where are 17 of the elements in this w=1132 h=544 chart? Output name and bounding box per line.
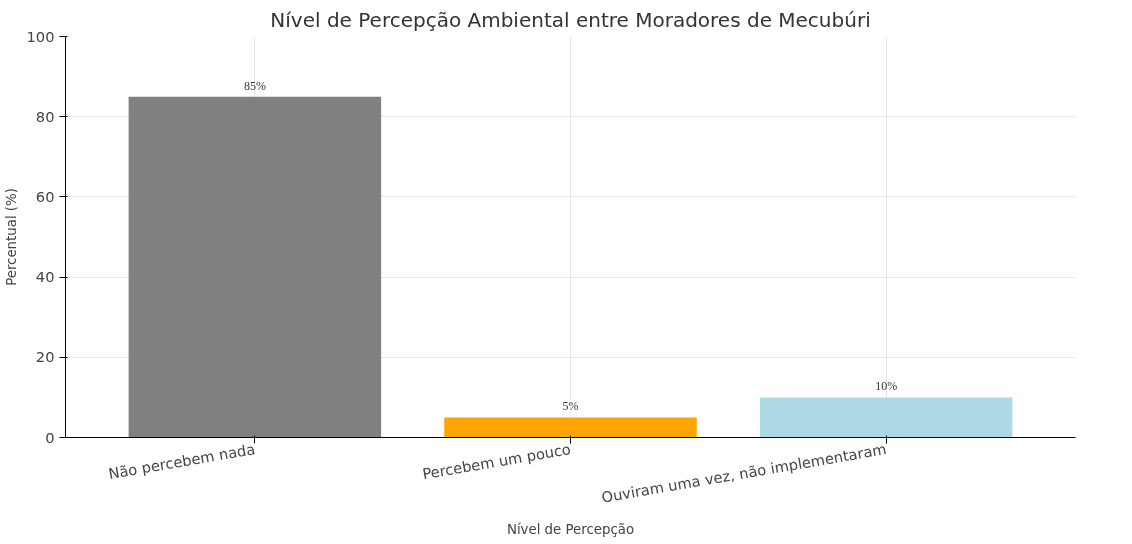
x-tick-label: Não percebem nada: [107, 440, 257, 482]
y-tick-label: 80: [35, 107, 55, 125]
y-tick-label: 40: [35, 268, 55, 286]
chart-title: Nível de Percepção Ambiental entre Moradores de Mecubúri: [270, 7, 871, 32]
x-tick-label: Percebem um pouco: [421, 440, 572, 483]
data-label: 85%: [243, 78, 266, 93]
data-label: 10%: [875, 379, 898, 394]
data-label: 5%: [562, 399, 579, 414]
y-tick-label: 0: [45, 428, 55, 446]
bar: [444, 417, 697, 438]
y-tick-label: 20: [35, 348, 55, 366]
y-tick-label: 100: [26, 27, 55, 45]
y-axis-title: Percentual (%): [3, 188, 19, 286]
y-tick-label: 60: [35, 187, 55, 205]
bar: [128, 96, 382, 438]
x-axis-title: Nível de Percepção: [506, 522, 635, 538]
bar: [759, 397, 1013, 438]
